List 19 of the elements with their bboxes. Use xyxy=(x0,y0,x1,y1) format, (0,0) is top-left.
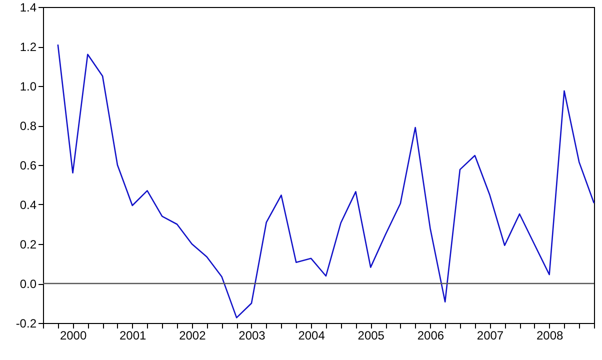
y-tick-label: 0.2 xyxy=(20,238,37,252)
y-tick-label: 1.2 xyxy=(20,40,37,54)
y-tick-label: -0.2 xyxy=(16,316,37,330)
y-tick-label: 0.0 xyxy=(20,277,37,291)
x-tick-label: 2007 xyxy=(476,328,504,342)
x-tick-label: 2004 xyxy=(298,328,326,342)
y-tick-label: 1.0 xyxy=(20,80,37,94)
x-tick-label: 2002 xyxy=(179,328,206,342)
y-tick-label: 0.8 xyxy=(20,119,37,133)
y-tick-label: 0.4 xyxy=(20,198,37,212)
x-tick-label: 2000 xyxy=(60,328,87,342)
x-tick-label: 2003 xyxy=(238,328,266,342)
x-tick-label: 2001 xyxy=(120,328,147,342)
x-tick-label: 2006 xyxy=(417,328,444,342)
y-tick-label: 1.4 xyxy=(20,0,37,14)
x-tick-label: 2008 xyxy=(536,328,564,342)
y-tick-label: 0.6 xyxy=(20,158,37,172)
x-tick-label: 2005 xyxy=(358,328,385,342)
line-series xyxy=(57,44,595,318)
